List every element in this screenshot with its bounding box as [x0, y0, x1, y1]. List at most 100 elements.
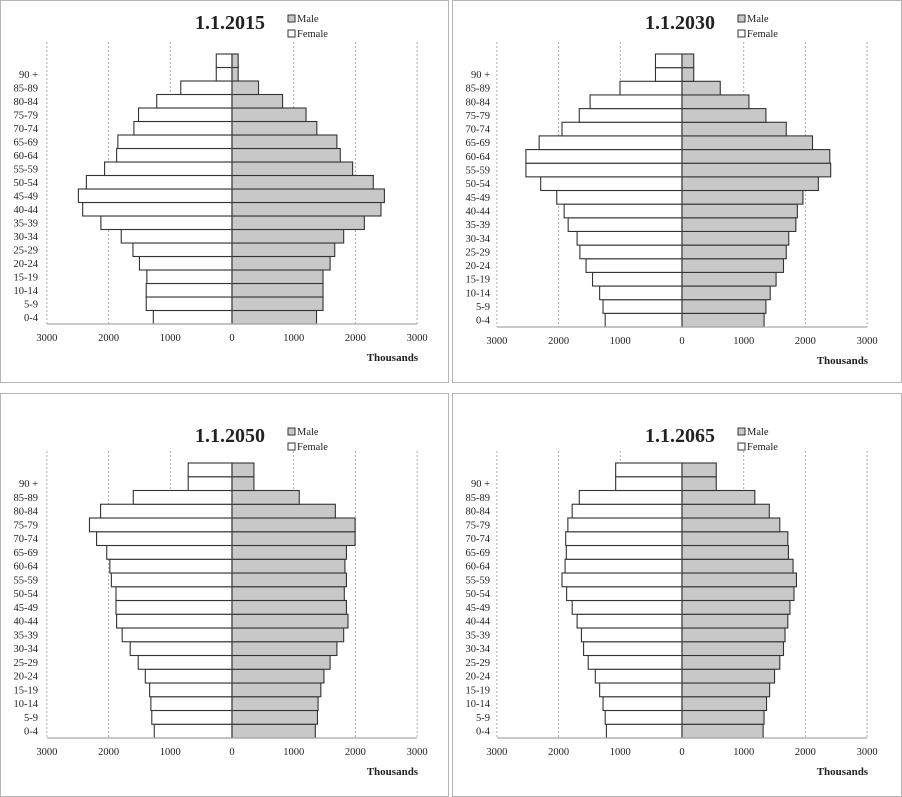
x-tick-label: 1000	[160, 747, 181, 758]
female-bar	[579, 244, 683, 260]
female-bar	[538, 135, 683, 151]
female-bar	[576, 230, 683, 246]
female-bar	[132, 242, 233, 258]
chart-title: 1.1.2015	[195, 12, 265, 34]
x-tick-label: 3000	[857, 336, 878, 347]
x-tick-label: 1000	[733, 336, 754, 347]
male-bar	[231, 188, 385, 204]
x-tick-label: 1000	[733, 747, 754, 758]
male-bar	[681, 244, 787, 260]
female-bar	[145, 282, 233, 298]
age-group-label: 80-84	[466, 97, 491, 108]
chart-title: 1.1.2050	[195, 425, 265, 447]
age-group-label: 70-74	[14, 124, 39, 135]
male-bar	[681, 531, 789, 547]
x-tick-label: 3000	[407, 333, 428, 344]
age-group-label: 0-4	[476, 316, 491, 327]
male-bar	[681, 189, 804, 205]
x-tick-label: 2000	[795, 336, 816, 347]
male-bar	[231, 53, 239, 69]
female-bar	[132, 489, 233, 505]
age-group-label: 70-74	[466, 125, 491, 136]
male-bar	[681, 586, 795, 602]
male-bar	[681, 135, 814, 151]
male-bar	[681, 572, 798, 588]
male-bar	[231, 696, 319, 712]
female-bar	[187, 476, 233, 492]
male-bar	[231, 147, 341, 163]
male-bar	[681, 67, 695, 82]
x-tick-label: 0	[229, 747, 234, 758]
x-tick-label: 3000	[486, 336, 507, 347]
age-group-label: 25-29	[466, 247, 491, 258]
female-bar	[115, 586, 233, 602]
male-bar	[681, 271, 777, 287]
female-bar	[578, 489, 683, 505]
female-bar	[589, 94, 683, 110]
age-group-label: 75-79	[466, 520, 491, 531]
female-bar	[583, 641, 683, 657]
age-group-label: 40-44	[466, 617, 491, 628]
female-bar	[599, 682, 683, 698]
x-tick-label: 2000	[345, 333, 366, 344]
male-legend-swatch	[287, 14, 296, 23]
male-legend-label: Male	[747, 427, 769, 438]
female-bar	[556, 189, 683, 205]
male-bar	[231, 489, 300, 505]
age-group-label: 55-59	[466, 166, 491, 177]
age-group-label: 15-19	[14, 272, 39, 283]
age-group-label: 30-34	[14, 644, 39, 655]
male-bar	[231, 80, 260, 96]
female-bar	[100, 215, 233, 231]
male-bar	[681, 312, 765, 328]
male-bar	[681, 696, 768, 712]
male-bar	[231, 134, 338, 150]
pyramid-chart: 0-4 5-9 10-14 15-19 20-24 25-29 30-34 35-39 40-4…	[14, 12, 428, 364]
age-group-label: 50-54	[466, 589, 491, 600]
female-bar	[145, 296, 233, 312]
female-bar	[129, 641, 233, 657]
x-tick-label: 0	[229, 333, 234, 344]
age-group-label: 55-59	[14, 164, 39, 175]
age-group-label: 25-29	[14, 658, 39, 669]
male-bar	[231, 572, 348, 588]
age-group-label: 35-39	[466, 630, 491, 641]
female-bar	[151, 709, 233, 725]
female-legend-swatch	[737, 442, 746, 451]
female-bar	[615, 462, 683, 478]
female-bar	[580, 627, 683, 643]
male-bar	[681, 489, 756, 505]
age-group-label: 20-24	[14, 672, 39, 683]
male-bar	[681, 627, 786, 643]
age-group-label: 40-44	[14, 205, 39, 216]
age-group-label: 15-19	[14, 685, 39, 696]
x-tick-label: 1000	[283, 333, 304, 344]
female-bar	[564, 558, 683, 574]
female-bar	[525, 149, 683, 164]
female-bar	[599, 285, 683, 301]
age-group-label: 10-14	[14, 286, 39, 297]
male-bar	[231, 586, 345, 602]
male-bar	[681, 162, 832, 178]
female-bar	[619, 80, 683, 96]
age-group-label: 45-49	[14, 191, 39, 202]
male-bar	[681, 176, 819, 192]
x-tick-label: 2000	[98, 747, 119, 758]
age-group-label: 30-34	[466, 234, 491, 245]
female-bar	[571, 503, 683, 519]
x-axis-label: Thousands	[367, 766, 419, 778]
male-bar	[681, 668, 776, 684]
male-bar	[681, 121, 787, 137]
male-legend-label: Male	[297, 14, 319, 25]
age-group-label: 60-64	[466, 562, 491, 573]
male-bar	[231, 517, 356, 533]
age-group-label: 10-14	[466, 699, 491, 710]
x-tick-label: 1000	[160, 333, 181, 344]
female-bar	[115, 599, 233, 615]
age-group-label: 50-54	[14, 178, 39, 189]
female-bar	[104, 161, 233, 177]
female-bar	[156, 93, 233, 109]
pyramid-panel-2030: 0-4 5-9 10-14 15-19 20-24 25-29 30-34 35-39 40-4…	[452, 0, 902, 383]
female-bar	[602, 299, 683, 314]
x-tick-label: 1000	[610, 747, 631, 758]
